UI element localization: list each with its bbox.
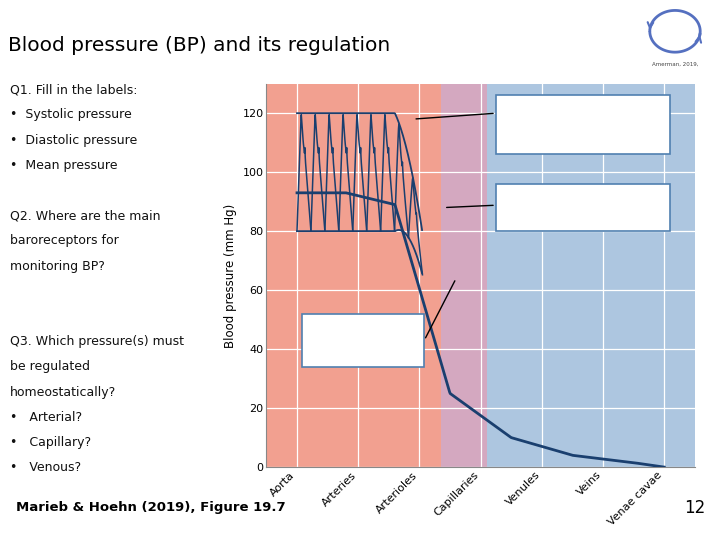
Text: •   Arterial?: • Arterial? bbox=[10, 411, 83, 424]
Text: Amerman, 2019,: Amerman, 2019, bbox=[652, 62, 698, 67]
Text: •   Capillary?: • Capillary? bbox=[10, 436, 91, 449]
Bar bbox=[496, 184, 670, 231]
Text: Q1. Fill in the labels:: Q1. Fill in the labels: bbox=[10, 83, 138, 96]
Text: •  Systolic pressure: • Systolic pressure bbox=[10, 109, 132, 122]
Y-axis label: Blood pressure (mm Hg): Blood pressure (mm Hg) bbox=[224, 203, 237, 348]
Bar bbox=[496, 96, 670, 154]
Text: Blood pressure (BP) and its regulation: Blood pressure (BP) and its regulation bbox=[7, 36, 390, 55]
Text: monitoring BP?: monitoring BP? bbox=[10, 260, 105, 273]
Text: •   Venous?: • Venous? bbox=[10, 461, 81, 474]
Text: baroreceptors for: baroreceptors for bbox=[10, 234, 119, 247]
Text: •  Diastolic pressure: • Diastolic pressure bbox=[10, 133, 138, 146]
Text: •  Mean pressure: • Mean pressure bbox=[10, 159, 118, 172]
Text: 12: 12 bbox=[684, 499, 706, 517]
Bar bbox=[302, 314, 424, 367]
Text: Q3. Which pressure(s) must: Q3. Which pressure(s) must bbox=[10, 335, 184, 348]
Text: Q2. Where are the main: Q2. Where are the main bbox=[10, 209, 161, 222]
Bar bbox=[266, 84, 441, 467]
Text: Marieb & Hoehn (2019), Figure 19.7: Marieb & Hoehn (2019), Figure 19.7 bbox=[16, 501, 285, 514]
Text: homeostatically?: homeostatically? bbox=[10, 386, 117, 399]
Text: be regulated: be regulated bbox=[10, 361, 91, 374]
Bar bbox=[441, 84, 487, 467]
Bar bbox=[487, 84, 695, 467]
